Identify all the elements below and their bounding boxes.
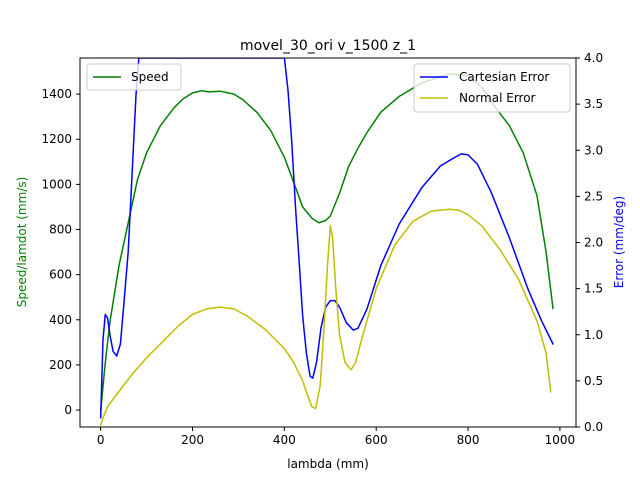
legend-right-box: [413, 63, 571, 113]
chart-title: movel_30_ori v_1500 z_1: [240, 38, 416, 54]
y-axis-label-right: Error (mm/deg): [612, 196, 626, 288]
y-right-tick-label: 2.5: [584, 189, 603, 203]
y-right-tick-label: 0.0: [584, 420, 603, 434]
x-tick-label: 1000: [545, 433, 576, 447]
y-left-tick-label: 400: [49, 313, 72, 327]
y-left-tick-label: 800: [49, 223, 72, 237]
y-right-tick-label: 2.0: [584, 236, 603, 250]
y-left-tick-label: 1200: [41, 132, 72, 146]
y-axis-label-left: Speed/lamdot (mm/s): [15, 177, 29, 308]
ticks-layer: 0 200 400 600 800 1000 0 200 400 600 800 1000 1200 14…: [41, 51, 603, 447]
x-tick-label: 800: [457, 433, 480, 447]
x-tick-label: 200: [181, 433, 204, 447]
legend-speed-label: Speed: [131, 70, 169, 84]
legend-normal-label: Normal Error: [459, 91, 536, 105]
legend-right: Cartesian Error Normal Error: [413, 63, 571, 113]
x-tick-label: 0: [97, 433, 105, 447]
legend-left: Speed: [86, 63, 182, 91]
series-line-normal-error: [99, 208, 552, 426]
y-left-tick-label: 200: [49, 358, 72, 372]
y-left-tick-label: 1400: [41, 87, 72, 101]
legend-left-box: [86, 63, 182, 91]
y-right-tick-label: 4.0: [584, 51, 603, 65]
y-right-tick-label: 1.0: [584, 328, 603, 342]
y-right-tick-label: 0.5: [584, 374, 603, 388]
y-left-tick-label: 600: [49, 268, 72, 282]
legend-cartesian-label: Cartesian Error: [459, 70, 549, 84]
y-right-tick-label: 1.5: [584, 282, 603, 296]
y-right-tick-label: 3.0: [584, 143, 603, 157]
y-right-tick-label: 3.5: [584, 97, 603, 111]
x-axis-label: lambda (mm): [287, 457, 369, 471]
x-tick-label: 600: [365, 433, 388, 447]
plot-area-background: [80, 58, 576, 427]
series-line-cartesian-error: [99, 58, 554, 419]
y-left-tick-label: 0: [64, 403, 72, 417]
x-tick-label: 400: [273, 433, 296, 447]
y-left-tick-label: 1000: [41, 177, 72, 191]
